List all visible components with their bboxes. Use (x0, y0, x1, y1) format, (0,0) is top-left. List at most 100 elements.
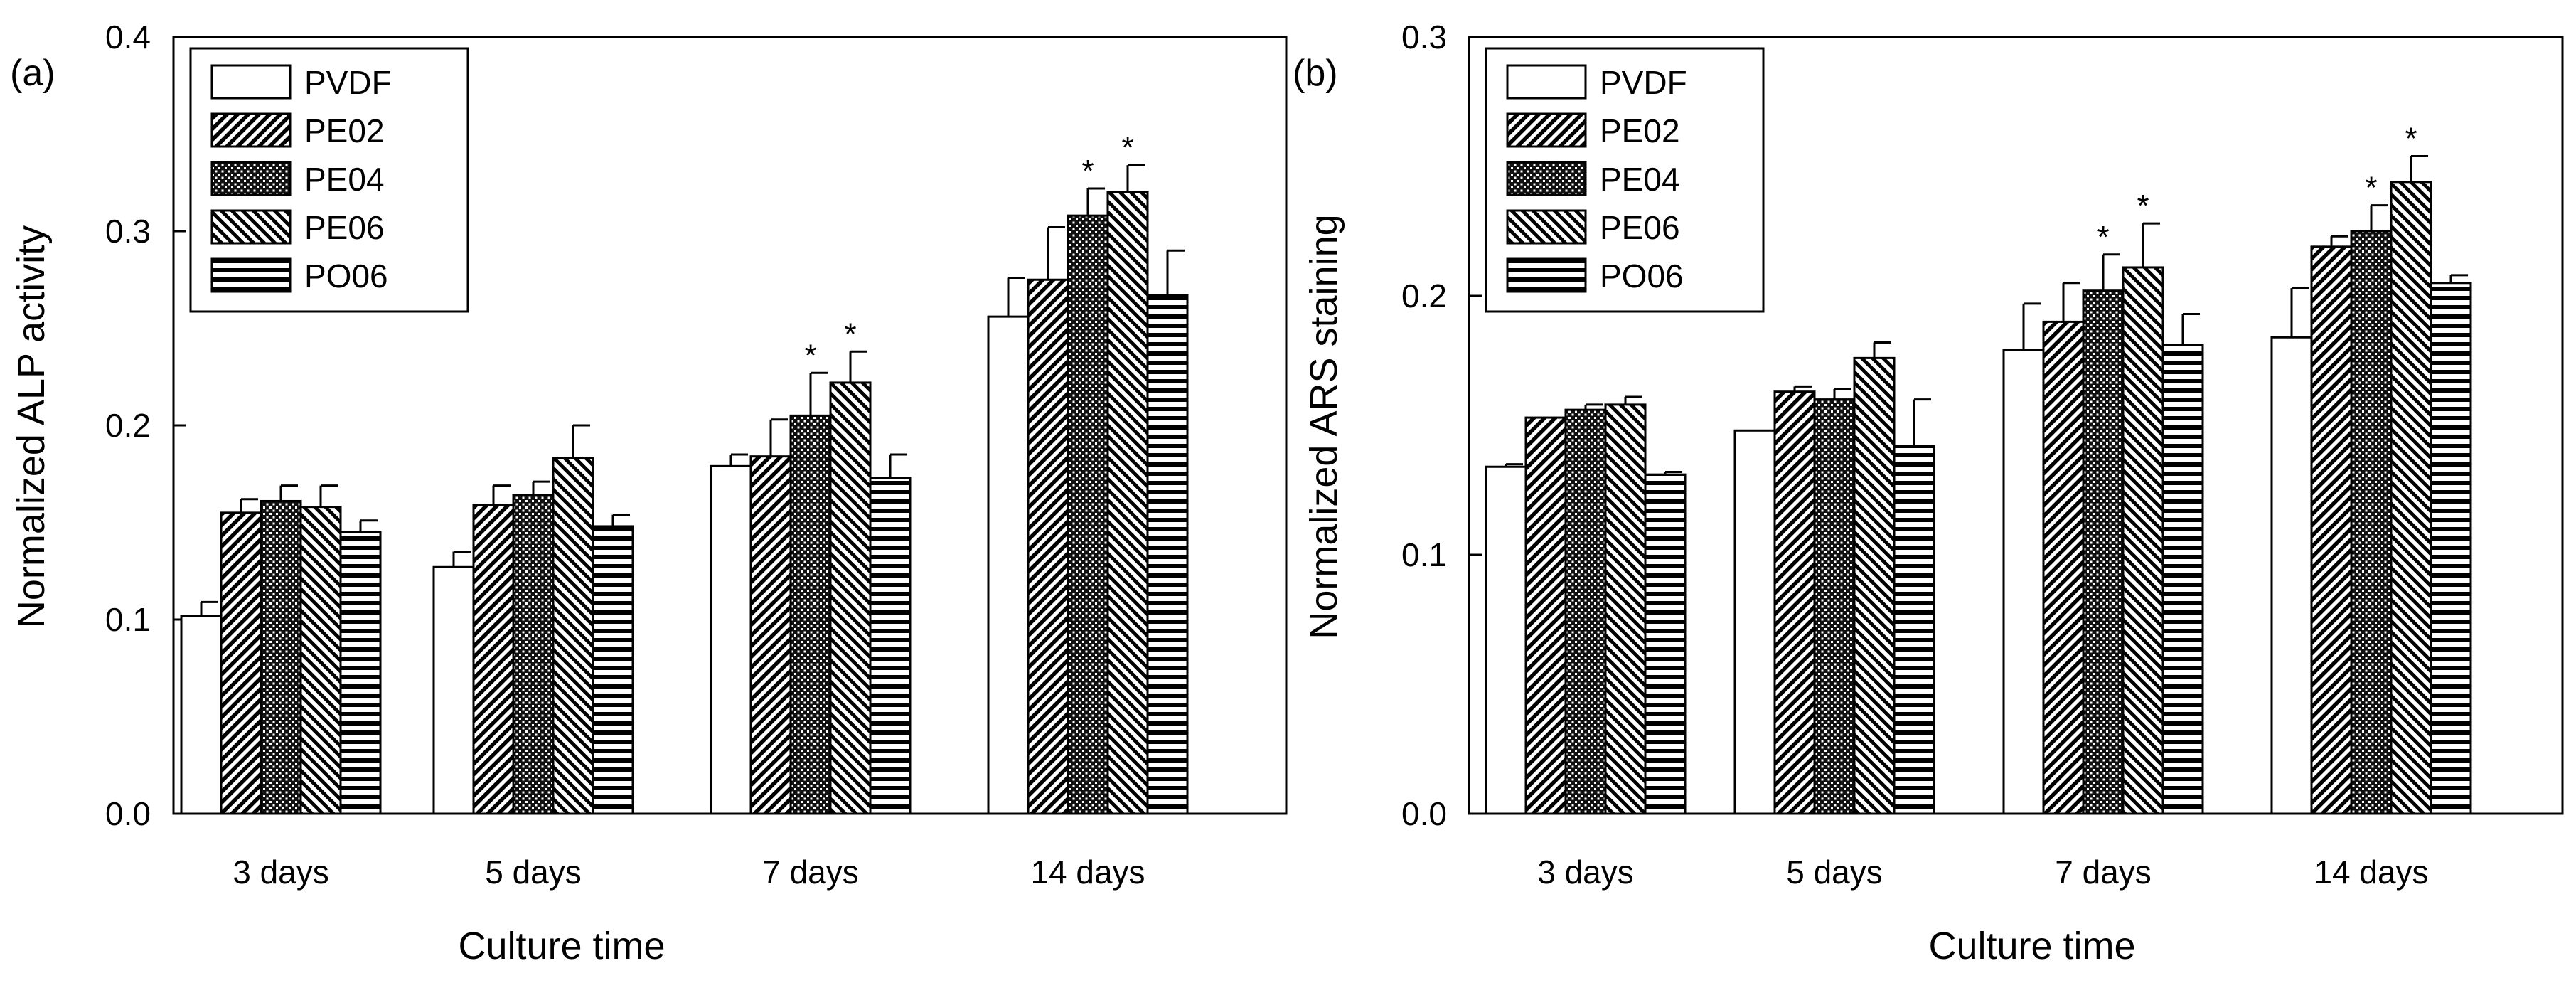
x-category-label: 3 days (233, 854, 329, 891)
significance-marker: * (844, 317, 856, 351)
y-tick-label: 0.3 (105, 213, 151, 250)
y-tick-label: 0.0 (1401, 795, 1447, 832)
legend-label-pvdf: PVDF (304, 64, 392, 101)
bar-pe04-2 (512, 494, 555, 815)
legend-label-pe06: PE06 (304, 209, 385, 246)
bar-pvdf-4 (2270, 336, 2313, 815)
legend-label-pe06: PE06 (1600, 209, 1680, 246)
significance-marker: * (1081, 154, 1094, 188)
legend-swatch-pe06 (1506, 209, 1587, 245)
bar-pe04-3 (789, 414, 832, 815)
bar-pe04-3 (2082, 289, 2125, 815)
bar-pe02-2 (472, 504, 515, 815)
bar-po06-3 (2161, 344, 2204, 815)
bar-po06-1 (1644, 473, 1687, 815)
bar-pvdf-3 (710, 464, 752, 815)
bar-po06-2 (1893, 445, 1935, 815)
legend-swatch-po06 (210, 257, 292, 293)
legend-swatch-pe06 (210, 209, 292, 245)
legend-swatch-pvdf (210, 64, 292, 100)
bar-pe06-2 (552, 457, 594, 815)
bar-pe04-4 (2350, 230, 2393, 815)
bar-po06-3 (869, 477, 912, 815)
bar-po06-2 (592, 525, 634, 815)
y-axis-title-b: Normalized ARS staining (1303, 214, 1345, 639)
legend-label-po06: PO06 (1600, 257, 1684, 294)
y-axis-title-a: Normalized ALP activity (10, 225, 53, 628)
bar-pe04-4 (1067, 214, 1109, 815)
legend-label-pvdf: PVDF (1600, 64, 1687, 101)
x-axis-title-a: Culture time (458, 925, 665, 967)
legend-swatch-po06 (1506, 257, 1587, 293)
y-tick-labels-a: 0.0 0.1 0.2 0.3 0.4 (105, 18, 151, 832)
bar-pe06-4 (1106, 191, 1149, 815)
bar-pe06-1 (1604, 403, 1647, 815)
bar-pvdf-2 (432, 565, 475, 815)
bars-b: * * * * (1469, 36, 2472, 815)
significance-marker: * (804, 338, 816, 373)
bar-pvdf-1 (180, 615, 223, 815)
bar-pvdf-1 (1485, 465, 1527, 815)
panel-label-a: (a) (10, 53, 55, 94)
x-category-labels-a: 3 days 5 days 7 days 14 days (233, 854, 1145, 891)
plot-frame-a (172, 36, 1288, 815)
y-tick-labels-b: 0.0 0.1 0.2 0.3 (1401, 18, 1447, 832)
legend-swatch-pe04 (1506, 161, 1587, 196)
legend-swatch-pe02 (210, 112, 292, 148)
x-axis-title-b: Culture time (1928, 925, 2135, 967)
y-tick-label: 0.3 (1401, 18, 1447, 55)
y-tick-label: 0.1 (1401, 536, 1447, 573)
legend-swatch-pvdf (1506, 64, 1587, 100)
bar-pe02-2 (1773, 390, 1816, 815)
significance-marker: * (2365, 171, 2377, 206)
significance-marker: * (2097, 220, 2109, 255)
plot-frame-b (1468, 36, 2564, 815)
bar-pe04-2 (1813, 398, 1856, 815)
legend-label-pe04: PE04 (1600, 161, 1680, 198)
legend-label-po06: PO06 (304, 257, 388, 294)
bar-pe06-3 (2122, 266, 2164, 815)
legend-a: PVDF PE02 PE04 PE06 PO06 (189, 47, 469, 313)
bar-pe06-1 (299, 506, 342, 815)
y-tick-label: 0.0 (105, 795, 151, 832)
x-category-label: 14 days (2314, 854, 2428, 891)
x-category-label: 7 days (762, 854, 859, 891)
bar-pe04-1 (1564, 408, 1607, 815)
x-category-labels-b: 3 days 5 days 7 days 14 days (1537, 854, 2428, 891)
bar-pe02-3 (2042, 320, 2085, 815)
legend-label-pe02: PE02 (304, 112, 385, 149)
legend-swatch-pe02 (1506, 112, 1587, 148)
bar-pe02-1 (220, 511, 262, 815)
y-tick-label: 0.4 (105, 18, 151, 55)
x-category-label: 14 days (1030, 854, 1145, 891)
x-category-label: 3 days (1537, 854, 1634, 891)
bar-pe06-3 (829, 381, 872, 815)
bar-po06-4 (2430, 282, 2472, 815)
bar-po06-4 (1146, 294, 1189, 815)
panel-b: (b) Normalized ARS staining Culture time… (1293, 18, 2564, 967)
legend-b: PVDF PE02 PE04 PE06 PO06 (1485, 47, 1765, 313)
y-tick-label: 0.1 (105, 601, 151, 638)
y-tick-label: 0.2 (1401, 277, 1447, 314)
legend-swatch-pe04 (210, 161, 292, 196)
bar-pe02-1 (1524, 416, 1567, 815)
x-category-label: 7 days (2055, 854, 2152, 891)
x-category-label: 5 days (1786, 854, 1883, 891)
significance-marker: * (2405, 121, 2417, 156)
bar-po06-1 (339, 531, 382, 815)
panel-label-b: (b) (1293, 53, 1338, 94)
legend-label-pe04: PE04 (304, 161, 385, 198)
bar-pvdf-4 (987, 315, 1030, 815)
bar-pe02-4 (1027, 278, 1069, 815)
significance-marker: * (2137, 188, 2149, 223)
bar-pvdf-3 (2002, 349, 2045, 815)
legend-label-pe02: PE02 (1600, 112, 1680, 149)
bar-pe06-4 (2390, 181, 2432, 815)
bar-pe06-2 (1853, 356, 1896, 815)
bar-pvdf-2 (1733, 429, 1776, 815)
y-tick-label: 0.2 (105, 407, 151, 444)
bar-pe04-1 (260, 499, 302, 815)
bar-pe02-4 (2310, 245, 2353, 815)
panel-a: (a) Normalized ALP activity Culture time… (10, 18, 1288, 967)
